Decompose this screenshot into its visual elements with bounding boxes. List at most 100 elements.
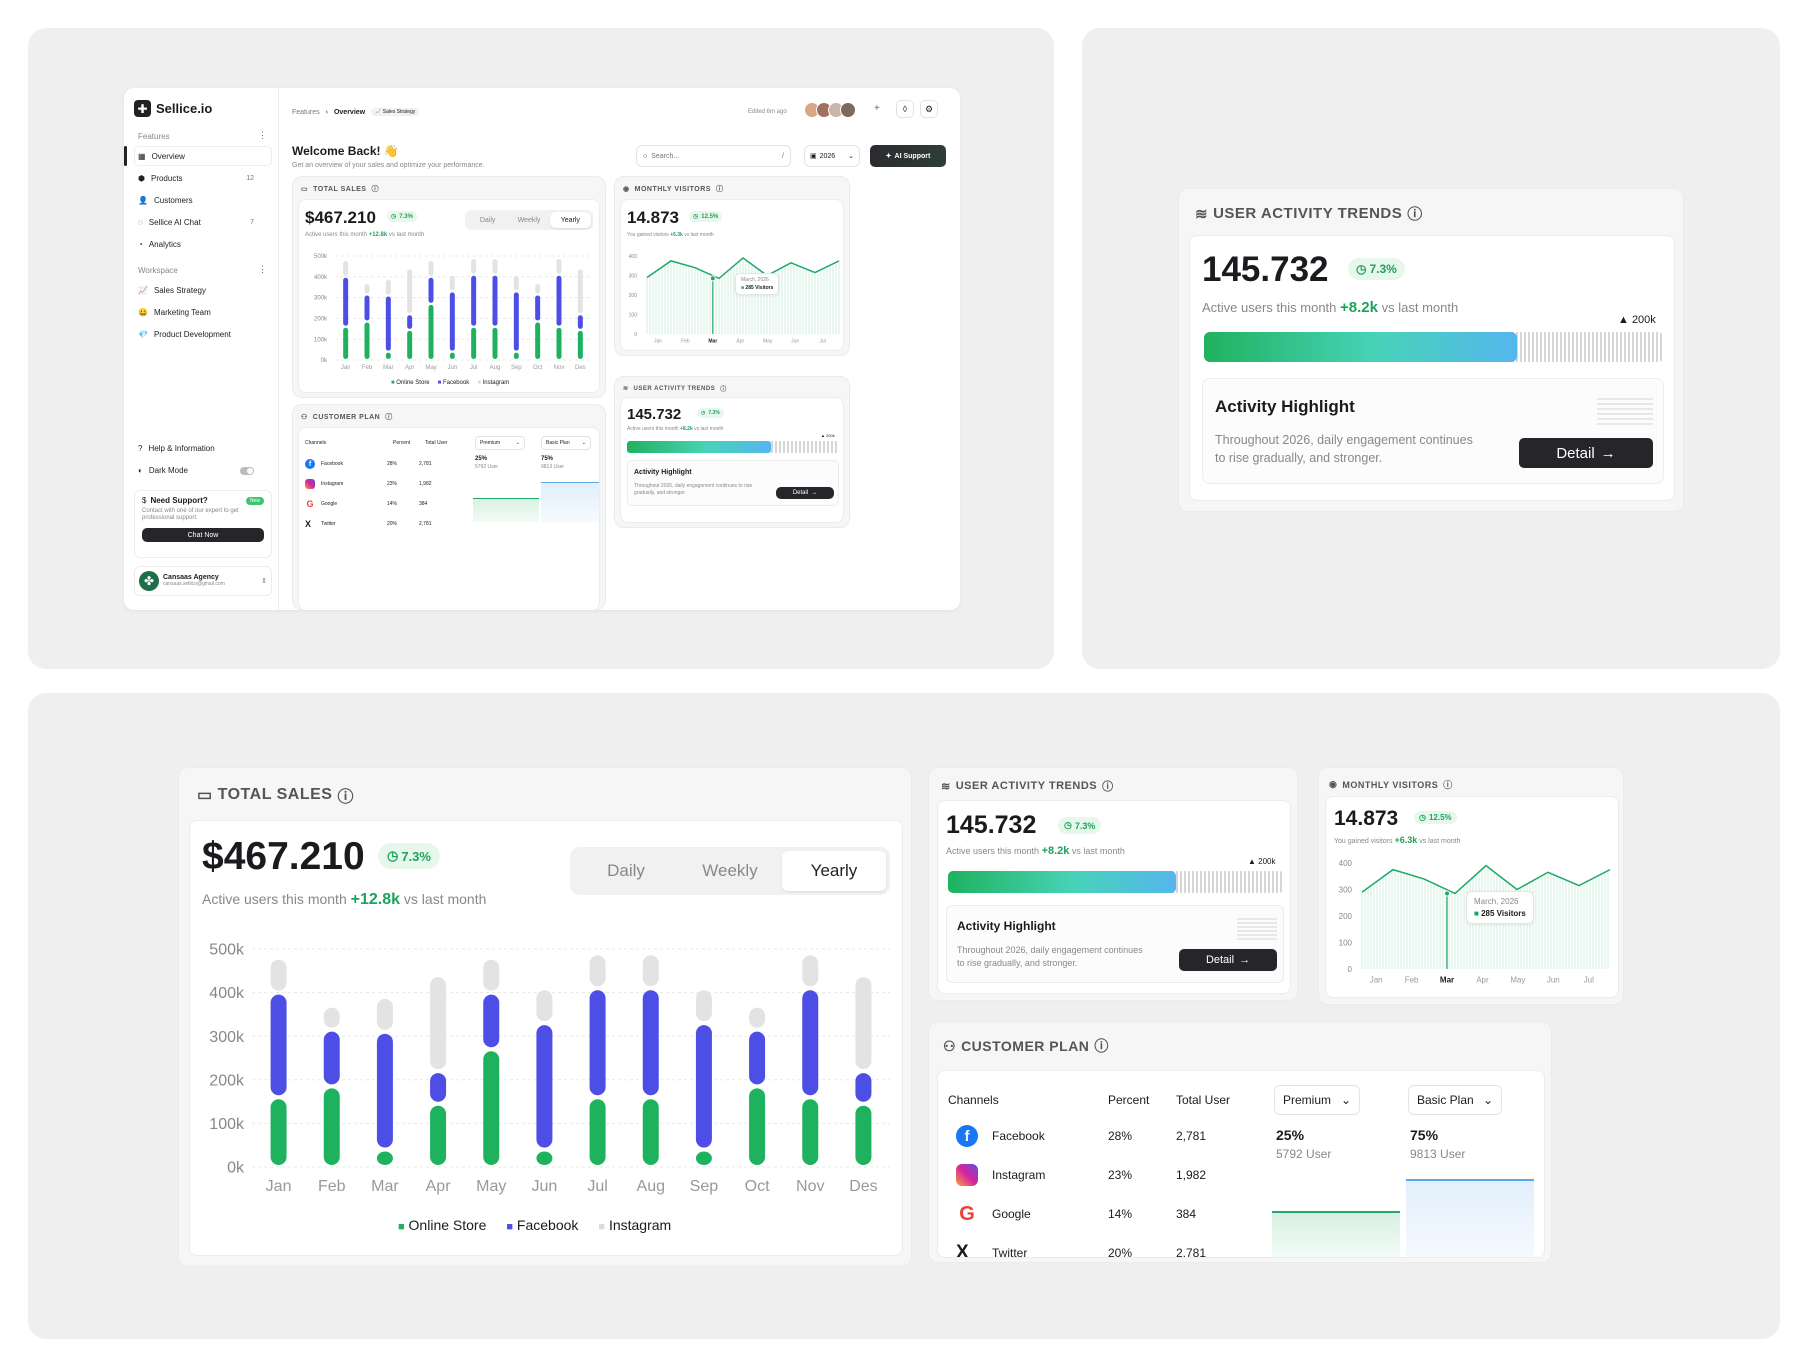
activity-badge: ◷ 7.3% bbox=[697, 408, 724, 418]
user-activity-card-medium: ≋ USER ACTIVITY TRENDS ⓘ 145.732 ◷ 7.3% Act… bbox=[928, 767, 1298, 1001]
bar-facebook bbox=[430, 1073, 447, 1102]
y-tick-label: 300 bbox=[629, 273, 638, 279]
bar-facebook bbox=[364, 295, 370, 321]
detail-button[interactable]: Detail → bbox=[1179, 949, 1277, 971]
dark-mode-toggle[interactable] bbox=[240, 466, 254, 475]
sidebar-item-customers[interactable]: 👤 Customers bbox=[138, 196, 254, 205]
help-label: Help & Information bbox=[148, 444, 215, 453]
bar-facebook bbox=[343, 277, 349, 326]
legend-facebook: ■ Facebook bbox=[506, 1217, 579, 1233]
premium-area bbox=[1272, 1211, 1400, 1257]
premium-select[interactable]: Premium ⌄ bbox=[1274, 1085, 1360, 1115]
basic-plan-select[interactable]: Basic Plan ⌄ bbox=[541, 436, 591, 450]
search-input[interactable]: ○ Search... / bbox=[636, 145, 791, 167]
bar-online-store bbox=[802, 1099, 819, 1165]
user-activity-card-mini: ≋ USER ACTIVITY TRENDS ⓘ 145.732 ◷ 7.3% Act… bbox=[614, 376, 850, 528]
tab-weekly[interactable]: Weekly bbox=[517, 216, 541, 224]
workspace-item-sales-strategy[interactable]: 📈 Sales Strategy bbox=[138, 286, 254, 295]
activity-highlight-mini: Activity Highlight Throughout 2026, dail… bbox=[627, 460, 839, 506]
basic-stats: 75% 9813 User bbox=[541, 456, 565, 470]
welcome-title: Welcome Back! 👋 bbox=[292, 144, 399, 158]
settings-button[interactable]: ⚙ bbox=[920, 100, 938, 118]
facebook-icon: f bbox=[305, 459, 315, 469]
bar-facebook bbox=[323, 1031, 340, 1085]
detail-button[interactable]: Detail → bbox=[1519, 438, 1653, 468]
workspace-item-marketing-team[interactable]: 😀 Marketing Team bbox=[138, 308, 254, 317]
highlight-text: Throughout 2026, daily engagement contin… bbox=[634, 483, 753, 496]
bar-instagram bbox=[492, 259, 498, 274]
workspace-item-product-development[interactable]: 💎 Product Development bbox=[138, 330, 254, 339]
help-icon: ? bbox=[138, 444, 143, 453]
share-button[interactable]: ◊ bbox=[896, 100, 914, 118]
channel-row-instagram: Instagram 23% 1,982 bbox=[305, 476, 465, 492]
bar-instagram bbox=[430, 977, 447, 1070]
legend-facebook: ■ Facebook bbox=[437, 380, 470, 386]
add-collaborator-icon[interactable]: + bbox=[874, 103, 880, 114]
help-link[interactable]: ? Help & Information bbox=[138, 444, 254, 453]
breadcrumb-tag[interactable]: 📈 Sales Strategy bbox=[371, 108, 420, 116]
breadcrumb-overview[interactable]: Overview bbox=[333, 108, 366, 116]
sparkle-icon: ✦ bbox=[885, 153, 892, 160]
y-tick-label: 0k bbox=[321, 358, 328, 364]
bar-online-store bbox=[430, 1105, 447, 1165]
tab-weekly[interactable]: Weekly bbox=[702, 861, 758, 880]
chevron-down-icon: ⌄ bbox=[515, 440, 520, 446]
sidebar-item-products[interactable]: ⬢ Products 12 bbox=[138, 174, 254, 183]
premium-select[interactable]: Premium ⌄ bbox=[475, 436, 525, 450]
activity-progress bbox=[627, 441, 839, 453]
workspace-more-icon[interactable]: ⋮ bbox=[258, 264, 267, 274]
bar-instagram bbox=[270, 959, 287, 991]
info-icon: ⓘ bbox=[720, 387, 727, 393]
basic-plan-select[interactable]: Basic Plan ⌄ bbox=[1408, 1085, 1502, 1115]
users-plan-icon: ⚇ bbox=[943, 1037, 957, 1054]
activity-value: 145.732 bbox=[946, 811, 1037, 839]
sidebar-item-label: Customers bbox=[153, 196, 193, 205]
total-sales-value: $467.210 bbox=[305, 208, 376, 227]
support-text: Contact with one of our expert to get pr… bbox=[142, 508, 239, 522]
tooltip-value: 285 Visitors bbox=[745, 285, 774, 291]
y-tick-label: 100 bbox=[1339, 938, 1353, 947]
breadcrumb-features[interactable]: Features bbox=[292, 108, 320, 116]
x-tick-label: Des bbox=[575, 365, 586, 371]
bar-facebook bbox=[802, 990, 819, 1096]
bar-facebook bbox=[513, 292, 519, 351]
smile-emoji-icon: 😀 bbox=[138, 308, 148, 317]
bar-online-store bbox=[471, 327, 477, 359]
y-tick-label: 100k bbox=[209, 1116, 245, 1133]
tab-yearly[interactable]: Yearly bbox=[782, 851, 886, 891]
highlight-text: Throughout 2026, daily engagement contin… bbox=[957, 945, 1143, 969]
sidebar-item-overview[interactable]: ▦ Overview bbox=[138, 152, 254, 161]
x-tick-label: Apr bbox=[405, 365, 414, 371]
chat-now-button[interactable]: Chat Now bbox=[142, 528, 264, 543]
account-switcher[interactable]: ✤ Cansaas Agency cansaas.sellico@gmail.co… bbox=[134, 566, 272, 596]
tab-daily[interactable]: Daily bbox=[607, 861, 645, 880]
sidebar-item-analytics[interactable]: ◔ Analytics bbox=[138, 240, 254, 249]
x-tick-label: Nov bbox=[796, 1178, 824, 1195]
chevron-down-icon: ⌄ bbox=[1482, 1093, 1493, 1107]
sidebar-item-ai-chat[interactable]: ◌ Sellice AI Chat 7 bbox=[138, 218, 254, 227]
user-activity-inner-medium: 145.732 ◷ 7.3% Active users this month +8… bbox=[937, 800, 1291, 994]
bar-instagram bbox=[695, 990, 712, 1022]
collaborator-avatars[interactable] bbox=[804, 102, 856, 118]
tab-daily[interactable]: Daily bbox=[479, 216, 496, 224]
x-tick-label: Aug bbox=[637, 1178, 665, 1195]
year-select[interactable]: ▣ 2026 ⌄ bbox=[804, 145, 860, 167]
bars-decoration-icon bbox=[1597, 395, 1653, 425]
bar-facebook bbox=[642, 990, 659, 1096]
features-more-icon[interactable]: ⋮ bbox=[258, 130, 267, 140]
detail-button[interactable]: Detail → bbox=[776, 487, 834, 499]
bar-facebook bbox=[483, 994, 500, 1048]
bar-online-store bbox=[376, 1151, 393, 1165]
highlight-title: Activity Highlight bbox=[1215, 397, 1355, 416]
chevron-down-icon: ⌄ bbox=[1340, 1093, 1351, 1107]
activity-sub: Active users this month +8.2k vs last mo… bbox=[627, 426, 724, 432]
gem-emoji-icon: 💎 bbox=[138, 330, 148, 339]
sales-bar-chart: 500k 400k 300k 200k 100k 0k Jan Feb Mar Apr May Jun… bbox=[209, 942, 890, 1195]
tab-yearly[interactable]: Yearly bbox=[549, 212, 591, 228]
x-tick-label: Jul bbox=[819, 339, 825, 345]
channel-row-facebook: f Facebook 28% 2,781 bbox=[305, 456, 465, 472]
channel-row-instagram: Instagram 23% 1,982 bbox=[956, 1162, 1256, 1188]
channel-row-google: G Google 14% 384 bbox=[956, 1201, 1256, 1227]
x-tick-label: Jul bbox=[587, 1178, 607, 1195]
ai-support-button[interactable]: ✦ AI Support bbox=[870, 145, 946, 167]
